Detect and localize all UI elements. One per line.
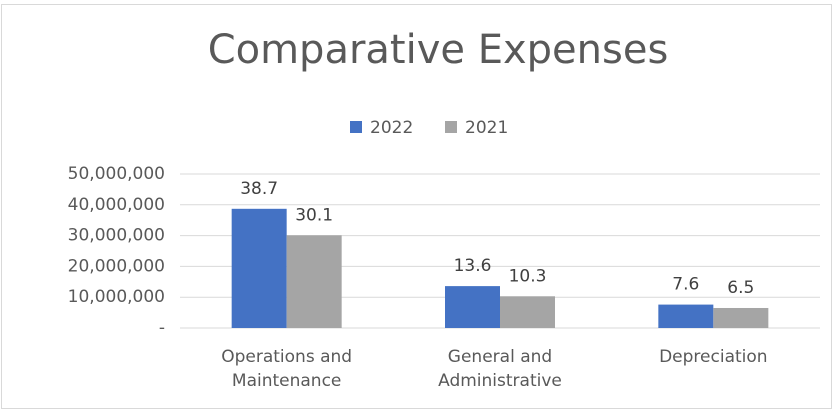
x-tick-label: Depreciation: [659, 347, 768, 367]
data-label: 30.1: [295, 205, 333, 225]
legend-label: 2021: [465, 118, 508, 138]
bar: [231, 208, 287, 328]
data-label: 10.3: [509, 266, 547, 286]
x-tick-label: General and Administrative: [438, 347, 562, 391]
legend-swatch: [445, 121, 457, 133]
bar: [445, 286, 500, 328]
data-label: 6.5: [727, 278, 754, 298]
bar: [500, 296, 555, 328]
y-tick-label: 20,000,000: [68, 256, 165, 276]
x-tick-label: Operations and Maintenance: [221, 347, 353, 391]
chart-border: [1, 4, 832, 409]
y-tick-label: 40,000,000: [68, 195, 165, 215]
chart-title: Comparative Expenses: [208, 27, 669, 73]
data-label: 7.6: [672, 275, 699, 295]
legend-label: 2022: [370, 118, 413, 138]
y-tick-label: 30,000,000: [68, 226, 165, 246]
bar: [286, 235, 342, 328]
y-tick-label: 50,000,000: [68, 164, 165, 184]
y-tick-label: 10,000,000: [68, 287, 165, 307]
data-label: 13.6: [454, 256, 492, 276]
bar: [658, 304, 714, 328]
y-tick-label: -: [159, 318, 165, 338]
data-label: 38.7: [240, 179, 278, 199]
bar: [713, 307, 769, 328]
legend-swatch: [350, 121, 362, 133]
